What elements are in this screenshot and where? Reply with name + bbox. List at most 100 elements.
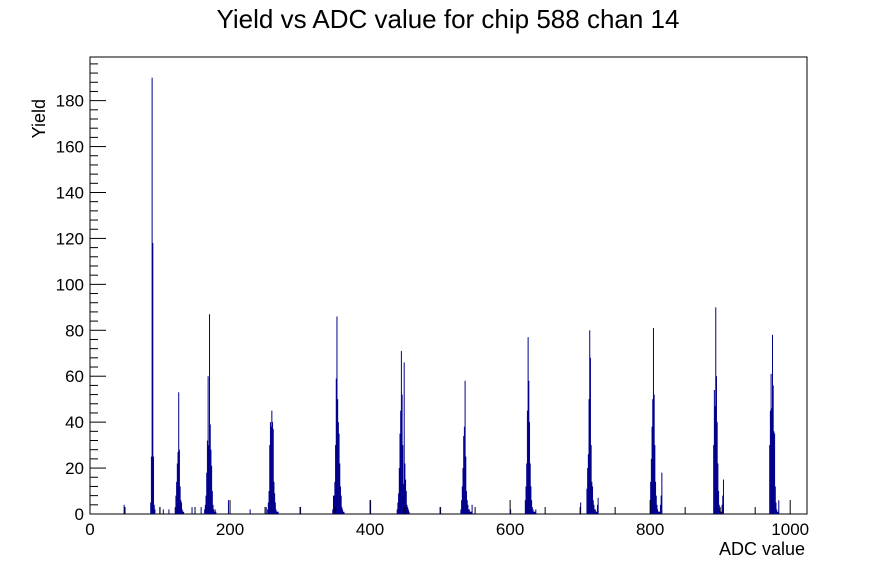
histogram-bar — [204, 504, 206, 514]
histogram-bar — [338, 433, 340, 514]
histogram-bar — [715, 307, 717, 514]
histogram-bar — [336, 316, 338, 514]
histogram-bar — [274, 493, 276, 514]
histogram-bar — [524, 500, 526, 514]
histogram-bar — [529, 463, 531, 514]
histogram-bar — [333, 495, 335, 514]
histogram-bar — [462, 468, 464, 514]
histogram-bar — [713, 389, 715, 514]
histogram-bar — [208, 445, 210, 514]
y-axis-ticks: 0 20 40 60 80 100 120 140 160 180 — [56, 63, 106, 524]
histogram-bar — [179, 486, 181, 514]
histogram-bar — [211, 491, 213, 514]
histogram-bar — [713, 445, 715, 514]
histogram-bar — [655, 481, 657, 514]
histogram-bar — [400, 350, 402, 514]
histogram-bar — [153, 456, 155, 514]
histogram-bar — [335, 378, 337, 514]
histogram-bar — [405, 479, 407, 514]
histogram-bar — [718, 491, 720, 514]
histogram-bar — [200, 507, 202, 514]
histogram-bar — [652, 327, 654, 514]
histogram-bar — [659, 504, 661, 514]
y-tick-label: 40 — [65, 413, 84, 432]
histogram-bar — [152, 243, 154, 514]
histogram-bar — [463, 426, 465, 514]
histogram-bar — [661, 472, 663, 514]
histogram-bar — [774, 486, 776, 514]
histogram-bar — [527, 337, 529, 514]
histogram-bar — [720, 511, 722, 514]
histogram-bar — [150, 456, 152, 514]
histogram-bar — [269, 445, 271, 514]
histogram-bar — [595, 511, 597, 514]
histogram-bar — [334, 481, 336, 514]
histogram-bar — [339, 463, 341, 514]
histogram-bar — [340, 495, 342, 514]
histogram-bar — [332, 509, 334, 514]
histogram-bar — [596, 504, 598, 514]
histogram-bar — [205, 495, 207, 514]
histogram-bar — [343, 511, 345, 514]
histogram-bar — [407, 507, 409, 514]
histogram-bar — [659, 511, 661, 514]
histogram-bar — [341, 507, 343, 514]
histogram-bar — [460, 509, 462, 514]
histogram-bar — [267, 502, 269, 514]
y-tick-label: 0 — [75, 505, 84, 524]
histogram-bar — [370, 500, 372, 514]
histogram-bar — [183, 511, 185, 514]
histogram-bar — [269, 422, 271, 514]
histogram-bar — [249, 509, 251, 514]
histogram-bar — [174, 507, 176, 514]
histogram-bar — [467, 504, 469, 514]
histogram-bar — [528, 380, 530, 514]
histogram-bar — [510, 509, 512, 514]
histogram-bar — [650, 481, 652, 514]
histogram-bar — [206, 440, 208, 514]
histogram-bar — [191, 507, 193, 514]
histogram-bar — [650, 458, 652, 514]
histogram-bar — [123, 504, 125, 514]
histogram-bar — [268, 491, 270, 514]
histogram-bar — [181, 502, 183, 514]
histogram-bar — [273, 481, 275, 514]
histogram-bar — [337, 422, 339, 514]
histogram-bar — [402, 445, 404, 514]
plot-frame — [89, 56, 808, 515]
chart-title: Yield vs ADC value for chip 588 chan 14 — [217, 4, 680, 34]
histogram-bar — [531, 507, 533, 514]
y-axis-label: Yield — [29, 99, 49, 138]
y-tick-label: 140 — [56, 183, 84, 202]
histogram-bar — [469, 511, 471, 514]
histogram-bar — [776, 509, 778, 514]
histogram-bar — [342, 509, 344, 514]
histogram-bar — [660, 495, 662, 514]
histogram-bar — [401, 394, 403, 514]
histogram-bar — [653, 394, 655, 514]
histogram-bar — [403, 362, 405, 514]
histogram-bar — [154, 509, 156, 514]
y-tick-label: 60 — [65, 367, 84, 386]
histogram-bar — [440, 507, 442, 514]
histogram-bar — [402, 484, 404, 514]
histogram-bar — [588, 399, 590, 514]
histogram-bar — [176, 463, 178, 514]
histogram-bar — [654, 445, 656, 514]
histogram-bar — [772, 385, 774, 514]
histogram-bar — [715, 376, 717, 514]
histogram-bar — [529, 422, 531, 514]
histogram-bar — [396, 509, 398, 514]
histogram-bar — [718, 504, 720, 514]
histogram-bar — [398, 468, 400, 514]
histogram-bar — [720, 511, 722, 514]
histogram-bar — [178, 449, 180, 514]
histogram-bar — [404, 463, 406, 514]
histogram-bar — [526, 410, 528, 514]
histogram-bar — [150, 502, 152, 514]
histogram-bar — [461, 486, 463, 514]
histogram-bar — [470, 511, 472, 514]
histogram-bar — [714, 406, 716, 514]
x-axis-ticks: 0 200 400 600 800 1000 — [85, 500, 809, 539]
